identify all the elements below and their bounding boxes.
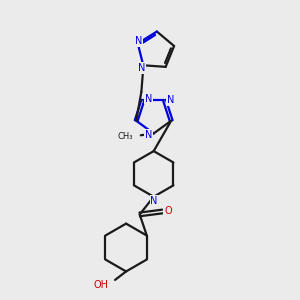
Text: N: N — [138, 63, 145, 73]
Text: O: O — [164, 206, 172, 216]
Text: N: N — [167, 95, 174, 105]
Text: N: N — [145, 130, 153, 140]
Text: CH₃: CH₃ — [117, 132, 133, 141]
Text: OH: OH — [93, 280, 108, 290]
Text: N: N — [145, 94, 152, 104]
Text: N: N — [150, 196, 158, 206]
Text: N: N — [135, 36, 142, 46]
